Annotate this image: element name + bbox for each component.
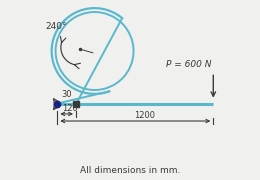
Text: 240°: 240° bbox=[45, 22, 67, 31]
Text: 120: 120 bbox=[62, 104, 78, 113]
Text: P = 600 N: P = 600 N bbox=[166, 60, 212, 69]
Text: All dimensions in mm.: All dimensions in mm. bbox=[80, 166, 180, 175]
Text: 30: 30 bbox=[62, 90, 72, 99]
Text: 1200: 1200 bbox=[134, 111, 155, 120]
